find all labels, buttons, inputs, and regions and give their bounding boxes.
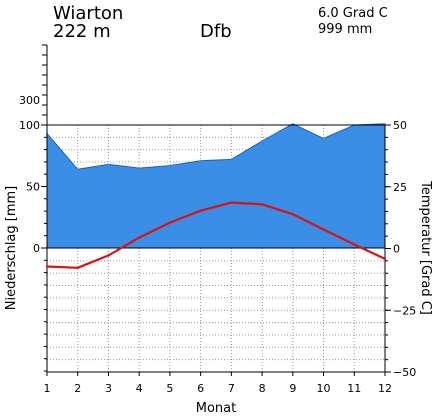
right-tick-label-0: 0 [393,243,400,256]
x-tick-label-8: 8 [259,382,266,395]
left-tick-label-100: 100 [19,119,40,132]
precipitation-point-6 [199,159,202,162]
station-name: Wiarton [53,3,124,24]
axes [41,44,391,376]
temperature-point-5 [168,221,172,224]
precipitation-point-8 [261,140,263,142]
precipitation-point-2 [76,168,79,171]
mean-temperature: 6.0 Grad C [318,6,388,21]
x-tick-label-10: 10 [317,382,331,395]
x-tick-label-1: 1 [44,382,51,395]
temperature-point-2 [76,266,79,269]
temperature-point-10 [322,228,325,231]
left-tick-label-300: 300 [19,94,40,107]
x-tick-label-3: 3 [105,382,112,395]
left-tick-label-0: 0 [33,242,40,255]
precipitation-point-12 [384,122,386,125]
precipitation-point-7 [230,158,233,161]
right-tick-label-25: 25 [393,181,407,194]
x-tick-label-5: 5 [166,382,173,395]
station-elevation: 222 m [53,21,111,42]
precipitation-point-4 [138,167,140,169]
right-tick-label--50: −50 [393,366,416,379]
left-tick-label-50: 50 [26,181,40,194]
x-tick-label-7: 7 [228,382,235,395]
precipitation-fill [47,123,385,248]
x-tick-label-12: 12 [378,382,392,395]
precipitation-point-10 [322,137,325,140]
temperature-line [46,201,386,269]
x-axis-label: Monat [196,401,236,416]
y-axis-label-left: Niederschlag [mm] [4,186,19,311]
temperature-point-4 [137,236,141,239]
y-axis-label-right: Temperatur [Grad C] [418,180,433,315]
temperature-point-8 [260,203,264,206]
x-tick-label-6: 6 [197,382,204,395]
x-tick-label-11: 11 [347,382,361,395]
climate-class: Dfb [200,21,232,42]
temperature-point-7 [230,201,233,204]
x-tick-label-4: 4 [136,382,143,395]
temperature-point-6 [199,209,202,212]
precipitation-outline [46,123,386,170]
temperature-point-9 [291,212,295,216]
precipitation-point-3 [107,163,110,166]
right-tick-label--25: −25 [393,304,416,317]
temperature-series [45,201,387,269]
temperature-point-3 [107,254,110,257]
right-tick-label-50: 50 [393,119,407,132]
annual-precipitation: 999 mm [318,22,373,37]
precipitation-point-9 [292,122,294,125]
x-tick-label-2: 2 [74,382,81,395]
temperature-point-11 [353,243,356,246]
precipitation-area [46,122,386,248]
precipitation-point-5 [169,164,171,167]
x-tick-label-9: 9 [289,382,296,395]
temperature-point-12 [383,257,387,261]
temperature-point-1 [45,265,49,268]
